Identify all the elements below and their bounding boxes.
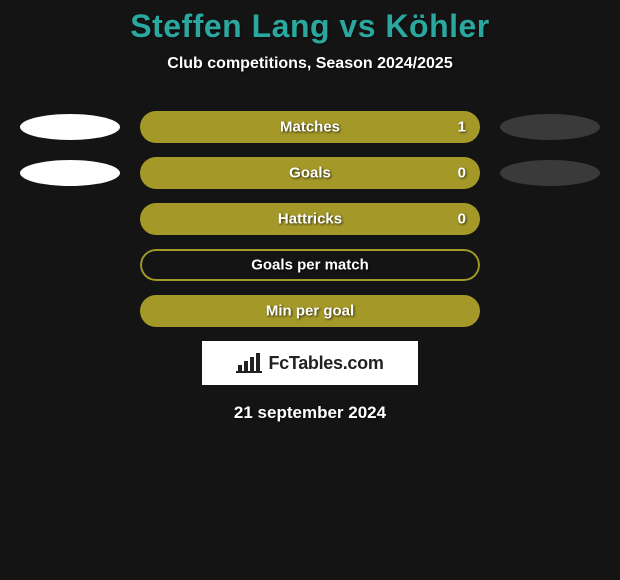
stat-value: 1 [458,119,466,136]
stat-bar: Hattricks 0 [140,203,480,235]
bar-chart-icon [236,353,262,373]
fctables-logo: FcTables.com [202,341,418,385]
stat-bar: Matches 1 [140,111,480,143]
stat-value: 0 [458,211,466,228]
logo-text: FcTables.com [268,353,383,374]
player-left-marker [20,160,120,186]
stat-rows: Matches 1 Goals 0 Hattricks 0 Goals per match M… [0,111,620,327]
stat-row: Matches 1 [0,111,620,143]
stat-bar: Goals 0 [140,157,480,189]
stat-row: Goals 0 [0,157,620,189]
date-label: 21 september 2024 [0,403,620,423]
page-title: Steffen Lang vs Köhler [0,8,620,45]
player-left-marker [20,114,120,140]
stat-label: Hattricks [278,211,342,228]
player-right-marker [500,114,600,140]
stat-bar: Min per goal [140,295,480,327]
player-right-marker [500,160,600,186]
subtitle: Club competitions, Season 2024/2025 [0,55,620,73]
stat-row: Hattricks 0 [0,203,620,235]
stat-label: Goals [289,165,331,182]
stat-row: Goals per match [0,249,620,281]
comparison-infographic: Steffen Lang vs Köhler Club competitions… [0,0,620,423]
stat-row: Min per goal [0,295,620,327]
stat-value: 0 [458,165,466,182]
stat-label: Min per goal [266,303,354,320]
stat-label: Matches [280,119,340,136]
stat-bar: Goals per match [140,249,480,281]
stat-label: Goals per match [251,257,369,274]
